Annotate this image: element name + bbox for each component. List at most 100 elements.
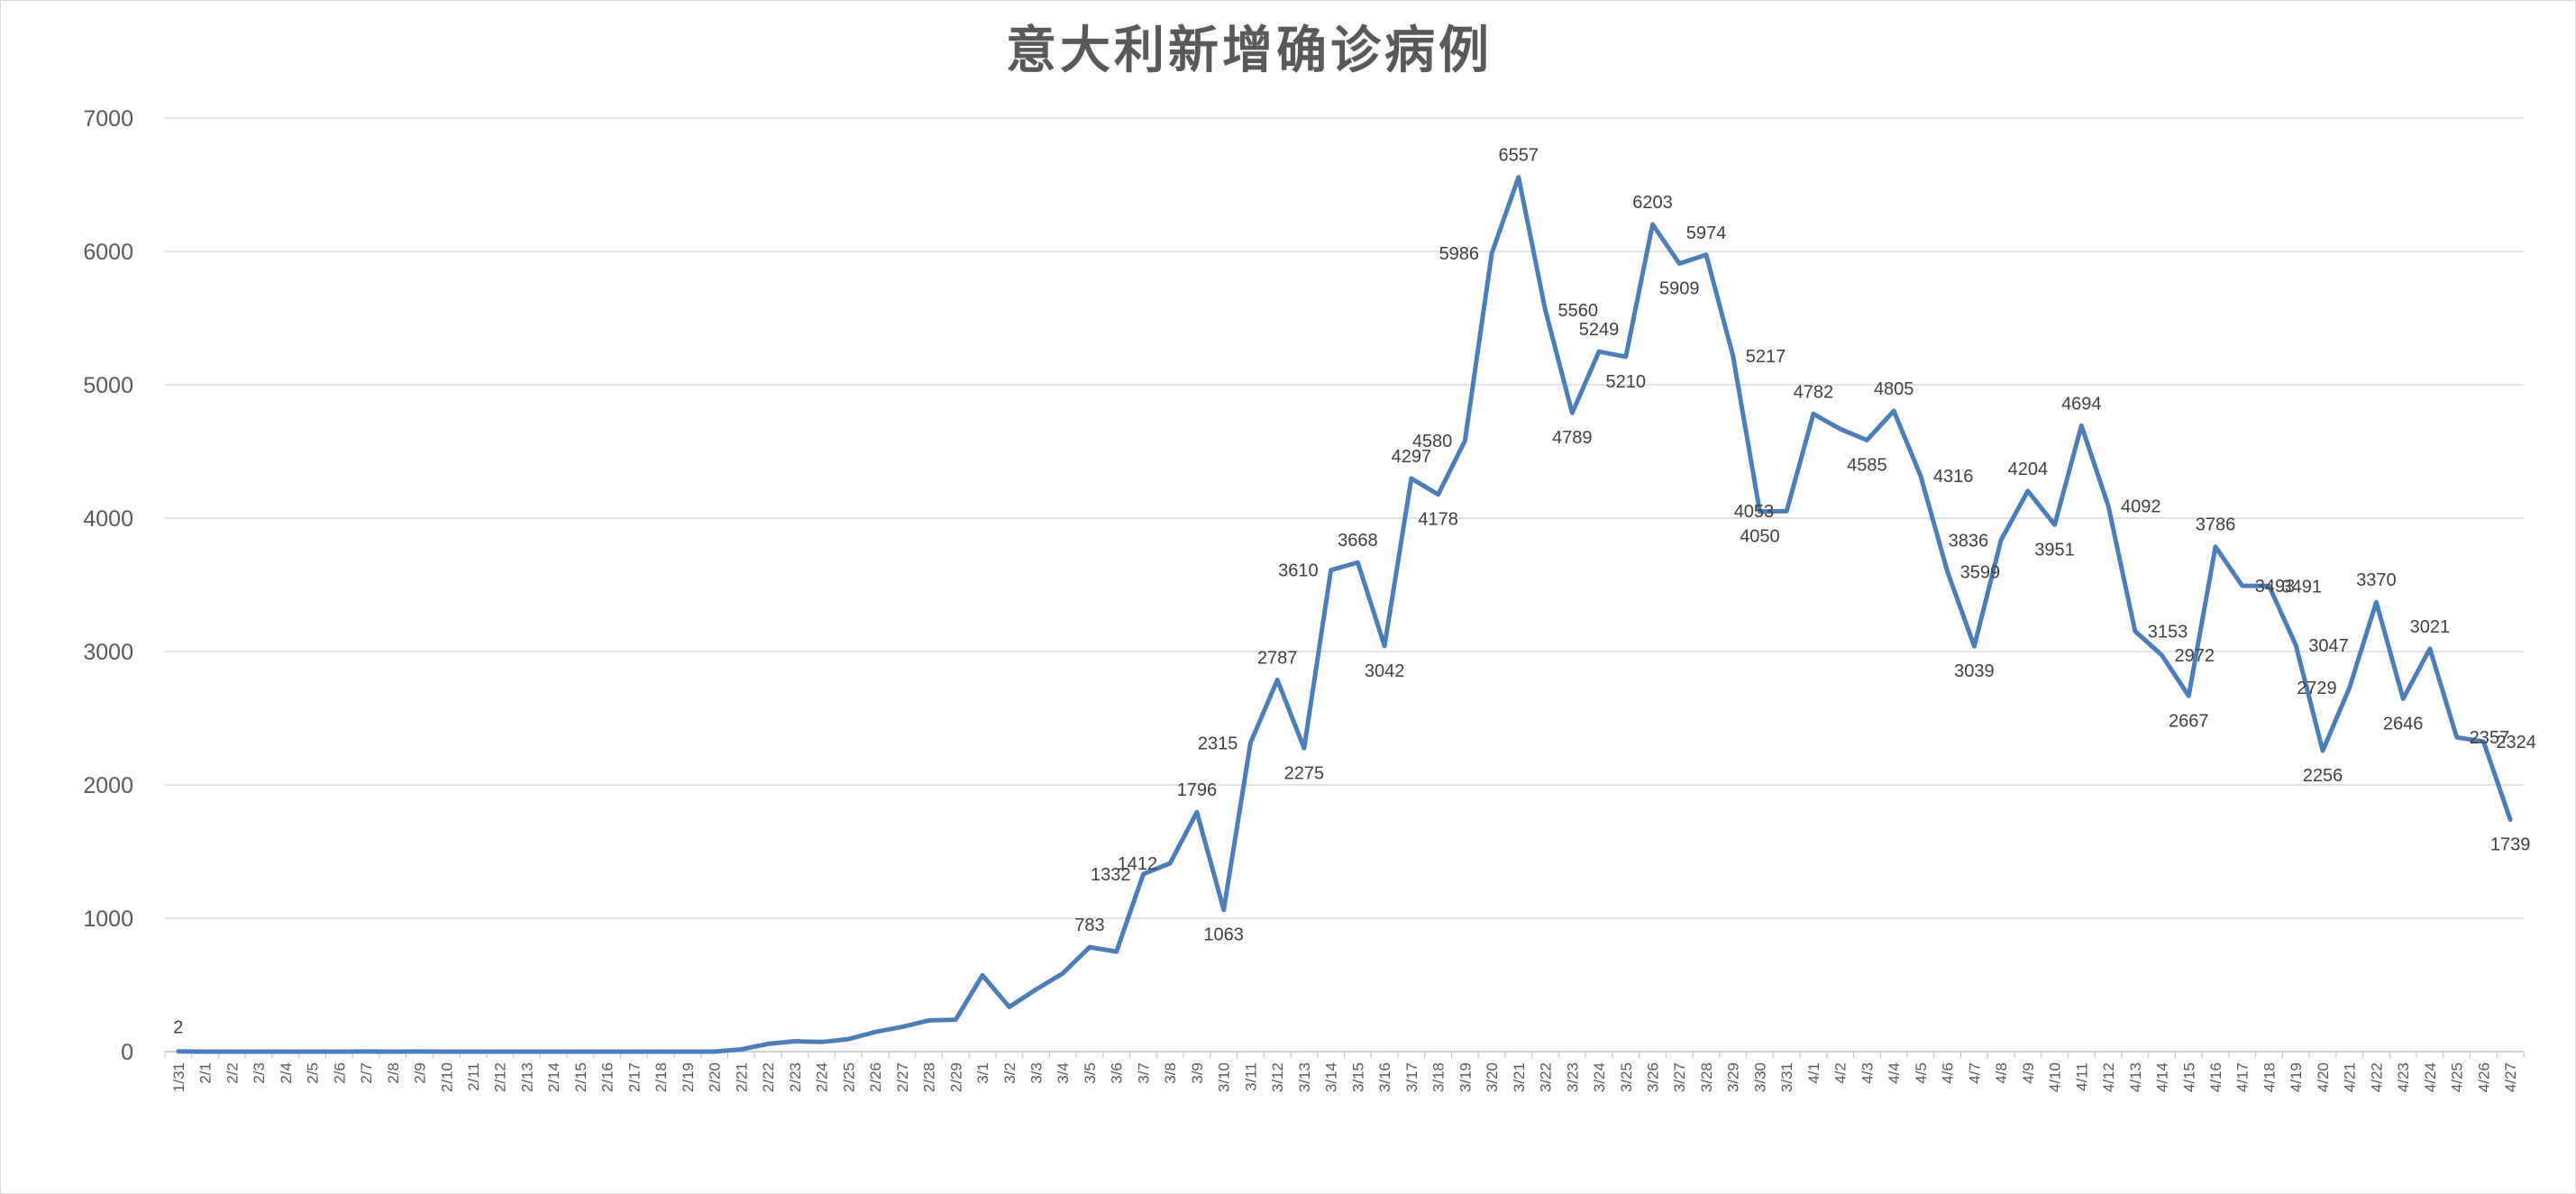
data-label: 5986 [1439,244,1480,264]
data-label: 2 [173,1018,183,1038]
x-tick-label: 4/24 [2422,1062,2439,1092]
x-tick-label: 4/12 [2100,1062,2117,1092]
x-tick-label: 2/5 [305,1062,322,1084]
x-tick-label: 2/6 [331,1062,348,1084]
data-label: 1332 [1091,865,1131,885]
data-label: 2646 [2383,714,2424,734]
x-tick-label: 4/25 [2449,1062,2466,1092]
x-tick-label: 2/19 [680,1062,697,1092]
x-tick-label: 2/23 [787,1062,804,1092]
y-tick-label: 4000 [83,506,133,532]
x-tick-label: 4/27 [2502,1062,2519,1092]
data-label: 3370 [2356,570,2397,590]
x-tick-label: 3/20 [1484,1062,1501,1092]
x-tick-label: 4/20 [2315,1062,2332,1092]
data-label: 2256 [2303,766,2343,786]
x-tick-label: 2/29 [947,1062,964,1092]
data-label: 5210 [1606,372,1647,392]
x-tick-label: 2/13 [518,1062,535,1092]
data-label: 3786 [2196,515,2236,535]
x-tick-label: 4/10 [2047,1062,2064,1092]
data-label: 2787 [1257,649,1298,669]
x-tick-label: 3/10 [1216,1062,1233,1092]
x-tick-label: 2/18 [653,1062,670,1092]
series-polyline [176,175,2513,1054]
x-tick-label: 3/25 [1618,1062,1635,1092]
data-label: 3599 [1960,562,2001,582]
data-label: 4316 [1933,467,1974,487]
x-tick-label: 2/14 [545,1062,562,1092]
data-label: 3153 [2148,622,2188,642]
x-tick-label: 3/16 [1376,1062,1393,1092]
x-tick-label: 2/12 [492,1062,509,1092]
x-tick-label: 3/17 [1403,1062,1420,1092]
data-label: 1063 [1203,925,1244,945]
data-label: 4178 [1418,510,1458,530]
x-tick-label: 4/19 [2288,1062,2305,1092]
x-tick-label: 3/18 [1430,1062,1448,1092]
y-tick-label: 6000 [83,240,133,265]
x-tick-label: 3/5 [1082,1062,1099,1084]
data-label: 4694 [2061,394,2102,414]
x-tick-label: 4/17 [2234,1062,2252,1092]
x-tick-label: 1/31 [170,1062,187,1092]
data-label: 4580 [1412,432,1453,451]
series-line [176,175,2513,1054]
x-tick-label: 3/15 [1349,1062,1366,1092]
data-label: 3047 [2308,636,2349,656]
x-tick-label: 2/9 [412,1062,429,1084]
data-label: 5909 [1659,278,1700,298]
data-label: 4204 [2008,460,2049,479]
x-tick-label: 3/4 [1055,1062,1072,1084]
y-axis: 0 1000 2000 3000 4000 5000 6000 7000 [83,106,133,1065]
data-label: 3491 [2281,577,2322,597]
x-tick-label: 4/5 [1913,1062,1930,1084]
x-tick-label: 4/2 [1832,1062,1850,1084]
x-tick-label: 2/28 [921,1062,938,1092]
data-label: 3610 [1278,561,1319,581]
x-tick-label: 2/21 [733,1062,750,1092]
x-tick-label: 3/29 [1725,1062,1742,1092]
data-label: 5249 [1579,320,1620,340]
x-tick-label: 2/24 [814,1062,831,1092]
data-label: 3039 [1954,661,1995,681]
x-tick-label: 2/1 [197,1062,215,1084]
y-tick-label: 2000 [83,773,133,798]
data-label: 5974 [1686,223,1727,243]
data-label: 3493 [2255,577,2296,597]
x-axis: 1/31 2/1 2/2 2/3 2/4 2/5 2/6 2/7 2/8 2/9 2/10 2/11 2… [164,1052,2525,1092]
x-tick-label: 3/11 [1242,1062,1259,1091]
x-tick-label: 4/22 [2368,1062,2385,1092]
data-label: 6203 [1632,193,1673,213]
x-tick-label: 3/24 [1591,1062,1608,1092]
data-label: 5560 [1558,301,1599,321]
data-label: 4782 [1794,382,1834,402]
x-tick-label: 3/22 [1538,1062,1555,1092]
x-tick-label: 4/11 [2073,1062,2090,1091]
x-tick-label: 4/1 [1805,1062,1822,1084]
x-tick-label: 3/1 [974,1062,991,1084]
data-label: 3951 [2034,540,2075,560]
x-tick-label: 4/14 [2154,1062,2171,1092]
data-label: 2729 [2297,679,2337,698]
data-label: 1412 [1118,854,1158,874]
data-label: 2324 [2496,733,2536,752]
data-label: 4297 [1392,447,1432,467]
x-tick-label: 3/28 [1698,1062,1715,1092]
x-tick-label: 4/16 [2207,1062,2224,1092]
x-tick-label: 3/6 [1109,1062,1126,1084]
data-label: 4053 [1734,502,1775,522]
x-tick-label: 2/20 [707,1062,724,1092]
data-label: 3668 [1338,531,1378,551]
data-label: 2667 [2169,711,2209,731]
x-tick-label: 4/8 [1993,1062,2010,1084]
x-tick-label: 4/13 [2127,1062,2144,1092]
data-label: 5217 [1746,347,1786,367]
x-tick-label: 2/17 [626,1062,643,1092]
data-label: 2275 [1284,763,1325,783]
data-label: 3021 [2410,617,2451,637]
data-label: 6557 [1499,146,1539,166]
x-tick-label: 4/15 [2180,1062,2197,1092]
